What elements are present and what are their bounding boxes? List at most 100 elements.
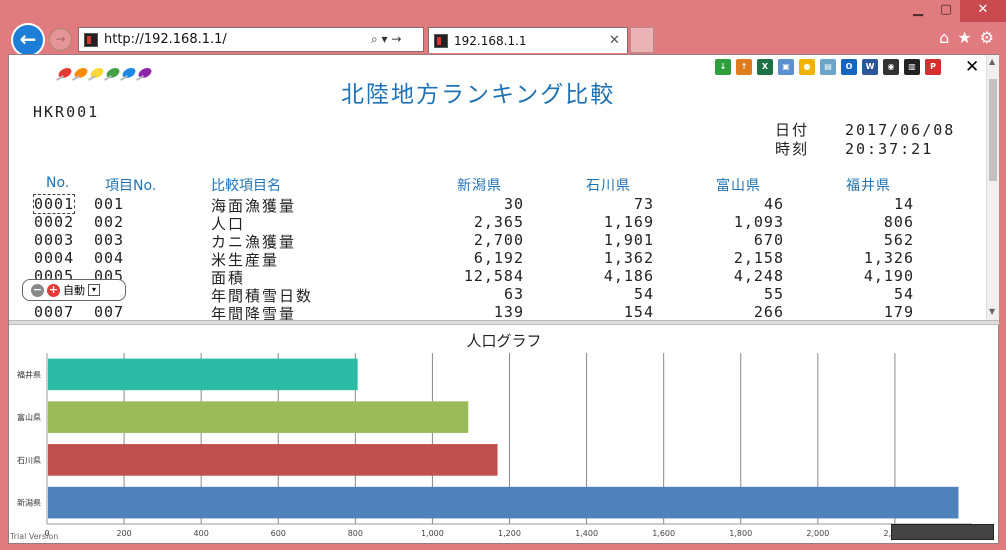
cell-niigata: 6,192: [473, 249, 524, 267]
arrow-left-icon: ←: [19, 27, 37, 51]
zoom-in-button[interactable]: +: [47, 282, 60, 297]
y-tick-label: 富山県: [17, 412, 41, 422]
report-toolbar: ↓ ↑ X ▣ ● ▤ O W ◉ ▥ P: [715, 59, 941, 75]
palette-icon[interactable]: ●: [799, 59, 815, 75]
cell-name: 米生産量: [211, 251, 280, 269]
cell-no[interactable]: 0007: [34, 303, 75, 320]
trial-watermark: Trial Version: [10, 532, 59, 541]
zoom-control: − + 自動 ▾: [22, 279, 126, 301]
cell-niigata: 2,365: [473, 213, 524, 231]
scroll-down-icon[interactable]: ▼: [989, 307, 996, 316]
cell-no[interactable]: 0003: [34, 231, 75, 249]
back-button[interactable]: ←: [11, 23, 45, 57]
bar: [48, 358, 358, 391]
cell-fukui: 54: [893, 285, 914, 303]
table-row[interactable]: 0001 001 海面漁獲量 30 73 46 14: [9, 194, 986, 215]
zoom-mode-label: 自動: [63, 284, 85, 297]
scroll-up-icon[interactable]: ▲: [989, 57, 996, 66]
cell-niigata: 139: [493, 303, 524, 320]
pdf-icon[interactable]: P: [925, 59, 941, 75]
browser-tab[interactable]: 192.168.1.1 ✕: [428, 27, 628, 53]
gear-icon[interactable]: ⚙: [979, 28, 994, 47]
cell-niigata: 12,584: [463, 267, 524, 285]
cell-item-no: 001: [94, 195, 125, 213]
cell-ishikawa: 4,186: [603, 267, 654, 285]
x-tick-label: 600: [271, 529, 286, 538]
cell-no[interactable]: 0004: [34, 249, 75, 267]
date-label: 日付: [775, 121, 810, 139]
outlook-icon[interactable]: O: [841, 59, 857, 75]
report-title: 北陸地方ランキング比較: [341, 82, 616, 108]
zoom-out-button[interactable]: −: [31, 282, 44, 297]
header-name: 比較項目名: [211, 178, 281, 194]
cell-no[interactable]: 0001: [32, 194, 76, 214]
x-tick-label: 1,600: [652, 529, 675, 538]
download-icon[interactable]: ↓: [715, 59, 731, 75]
x-tick-label: 400: [194, 529, 209, 538]
bar: [48, 401, 469, 433]
cell-no[interactable]: 0002: [34, 213, 75, 231]
report-id: HKR001: [33, 103, 100, 121]
scroll-thumb[interactable]: [989, 79, 997, 181]
book-icon[interactable]: ▤: [820, 59, 836, 75]
cell-toyama: 4,248: [733, 267, 784, 285]
search-refresh-icons[interactable]: ⌕ ▾ →: [371, 32, 402, 46]
cell-fukui: 806: [883, 213, 914, 231]
image-icon[interactable]: ▣: [778, 59, 794, 75]
cell-fukui: 4,190: [863, 267, 914, 285]
maximize-button[interactable]: ▢: [939, 2, 953, 17]
print-icon[interactable]: ▥: [904, 59, 920, 75]
cell-ishikawa: 73: [633, 195, 654, 213]
minimize-button[interactable]: ▁: [913, 2, 923, 17]
camera-icon[interactable]: ◉: [883, 59, 899, 75]
cell-item-no: 003: [94, 231, 125, 249]
x-tick-label: 2,000: [806, 529, 829, 538]
cell-item-no: 004: [94, 249, 125, 267]
table-row[interactable]: 0006 006 年間積雪日数 63 54 55 54: [9, 285, 986, 305]
table-header: No. 項目No. 比較項目名 新潟県 石川県 富山県 福井県: [9, 175, 986, 194]
table-row[interactable]: 0004 004 米生産量 6,192 1,362 2,158 1,326: [9, 249, 986, 269]
home-icon[interactable]: ⌂: [939, 28, 950, 47]
time-value: 20:37:21: [845, 140, 934, 158]
new-tab-button[interactable]: [630, 27, 654, 53]
cell-toyama: 55: [763, 285, 784, 303]
table-row[interactable]: 0003 003 カニ漁獲量 2,700 1,901 670 562: [9, 231, 986, 251]
cell-toyama: 46: [763, 195, 784, 213]
zoom-dropdown-icon[interactable]: ▾: [88, 284, 100, 296]
cell-fukui: 179: [883, 303, 914, 320]
x-tick-label: 800: [348, 529, 363, 538]
forward-button[interactable]: →: [49, 28, 72, 51]
x-tick-label: 1,400: [575, 529, 598, 538]
pins-logo: [53, 67, 149, 85]
arrow-right-icon: →: [55, 32, 66, 46]
excel-icon[interactable]: X: [757, 59, 773, 75]
upload-icon[interactable]: ↑: [736, 59, 752, 75]
cell-name: 年間降雪量: [211, 305, 297, 320]
x-tick-label: 1,000: [421, 529, 444, 538]
cell-niigata: 63: [503, 285, 524, 303]
cell-name: 海面漁獲量: [211, 197, 297, 215]
star-icon[interactable]: ★: [957, 28, 972, 47]
browser-nav-icons: ⌂ ★ ⚙: [939, 28, 994, 47]
y-tick-label: 福井県: [17, 369, 41, 379]
table-row[interactable]: 0005 005 面積 12,584 4,186 4,248 4,190: [9, 267, 986, 287]
header-toyama: 富山県: [716, 178, 761, 194]
tab-close-icon[interactable]: ✕: [609, 33, 620, 48]
address-bar[interactable]: http://192.168.1.1/ ⌕ ▾ →: [78, 27, 424, 52]
cell-fukui: 1,326: [863, 249, 914, 267]
header-no: No.: [46, 175, 70, 191]
table-row[interactable]: 0007 007 年間降雪量 139 154 266 179: [9, 303, 986, 320]
report-scrollbar[interactable]: ▲ ▼: [986, 55, 999, 320]
table-row[interactable]: 0002 002 人口 2,365 1,169 1,093 806: [9, 213, 986, 233]
time-label: 時刻: [775, 140, 810, 158]
pane-divider[interactable]: [9, 320, 999, 325]
cell-toyama: 2,158: [733, 249, 784, 267]
cell-fukui: 562: [883, 231, 914, 249]
report-close-button[interactable]: ✕: [965, 57, 980, 77]
bar: [48, 486, 959, 519]
word-icon[interactable]: W: [862, 59, 878, 75]
header-fukui: 福井県: [846, 178, 891, 194]
cell-ishikawa: 1,169: [603, 213, 654, 231]
window-close-button[interactable]: ✕: [960, 0, 1006, 22]
address-url[interactable]: http://192.168.1.1/: [104, 32, 227, 47]
